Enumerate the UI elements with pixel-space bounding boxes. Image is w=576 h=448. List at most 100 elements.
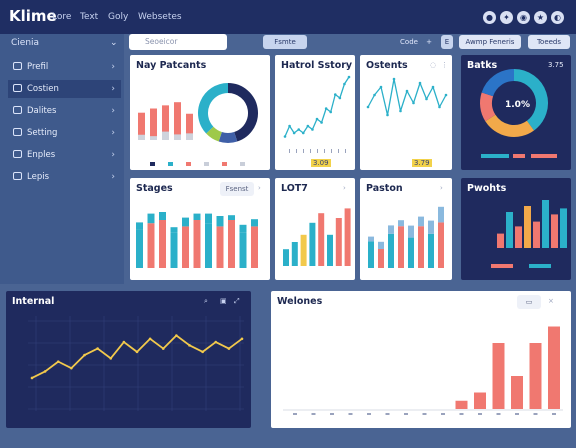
internal-line-point	[83, 353, 86, 357]
stages-bar	[136, 229, 143, 268]
pwohts-chart	[491, 200, 567, 268]
settings-icon[interactable]: ◌	[430, 61, 437, 69]
chevron-right-icon[interactable]: ›	[440, 184, 443, 192]
paston-bar	[388, 233, 394, 268]
nav-link-3[interactable]: Goly	[108, 12, 129, 22]
tick	[303, 149, 304, 153]
sidebar-item-1[interactable]: Costien ›	[8, 80, 121, 98]
hatrol-line-point	[329, 110, 333, 114]
notification-icon[interactable]: ●	[483, 11, 496, 24]
tick	[296, 149, 297, 153]
stages-bar	[193, 220, 201, 268]
stages-bar-top	[239, 224, 247, 233]
sidebar-item-2[interactable]: Dalites ›	[8, 102, 121, 120]
paston-bar	[418, 226, 424, 268]
brand-logo[interactable]: Klime	[9, 7, 57, 25]
tick	[552, 413, 556, 415]
card-paston: Paston ›	[360, 178, 452, 280]
gear-icon[interactable]: ✦	[500, 11, 513, 24]
tick	[338, 149, 339, 153]
stages-bar	[216, 226, 224, 268]
card-batks: Batks 3.75 1.0%	[461, 55, 571, 170]
internal-line-point	[188, 344, 191, 347]
nav-link-2[interactable]: Text	[80, 12, 99, 22]
nav-link-4[interactable]: Websetes	[138, 12, 182, 22]
legend-swatch	[168, 162, 173, 166]
nay-donut-slice	[206, 126, 223, 142]
ostents-line-point	[418, 81, 422, 85]
welones-menu[interactable]: ▭	[517, 295, 541, 309]
sidebar-item-5[interactable]: Lepis ›	[8, 168, 121, 186]
ostents-line-point	[386, 113, 389, 117]
tick	[311, 413, 316, 415]
stages-bar	[159, 220, 166, 268]
tools-button[interactable]: Toeeds	[528, 35, 570, 49]
nay-donut-slice	[218, 131, 238, 143]
card-stages: Stages Fsenst ›	[130, 178, 270, 280]
card-title: Batks	[467, 60, 498, 71]
paston-bar-top	[438, 206, 444, 223]
close-icon[interactable]: ×	[548, 297, 554, 305]
more-icon[interactable]: ⋮	[441, 61, 448, 69]
user-icon[interactable]: ◐	[551, 11, 564, 24]
filter-button[interactable]: Fsmte	[263, 35, 307, 49]
chevron-down-icon[interactable]: ⌄	[110, 38, 118, 48]
expand-icon[interactable]: ⤢	[234, 297, 240, 305]
card-ostents: Ostents ◌ ⋮ 3.79	[360, 55, 452, 170]
card-title: Ostents	[366, 60, 408, 71]
stages-button[interactable]: Fsenst	[220, 182, 254, 196]
sidebar-heading[interactable]: Cienia	[11, 38, 40, 48]
nav-link-1[interactable]: Lore	[52, 12, 72, 22]
sidebar-item-0[interactable]: Prefil ›	[8, 58, 121, 76]
nay-bar	[174, 102, 181, 140]
add-button[interactable]: +	[426, 38, 432, 46]
legend-swatch	[204, 162, 209, 166]
stages-bar-top	[251, 219, 258, 227]
card-nay-patcants: Nay Patcants	[130, 55, 270, 170]
star-icon[interactable]: ★	[534, 11, 547, 24]
image-icon[interactable]: ▣	[220, 297, 227, 305]
chevron-right-icon[interactable]: ›	[258, 184, 261, 192]
card-title: Nay Patcants	[136, 60, 207, 71]
batks-legend	[531, 154, 557, 158]
hatrol-line-point	[347, 75, 351, 79]
hatrol-line-point	[343, 82, 346, 86]
lot-bar	[327, 234, 333, 266]
search-icon[interactable]: ⌕	[204, 297, 208, 305]
nay-chart	[138, 83, 258, 166]
range-select[interactable]: Awmp Feneris	[459, 35, 521, 49]
hatrol-line-point	[288, 124, 291, 128]
search-input[interactable]: Seoeicor	[129, 34, 227, 50]
stages-bar-top	[159, 212, 166, 220]
nay-bar	[186, 113, 193, 140]
nay-bar-top	[138, 134, 145, 140]
sidebar-item-4[interactable]: Enples ›	[8, 146, 121, 164]
welones-bar	[492, 343, 505, 409]
internal-line-point	[109, 357, 113, 360]
sidebar: Cienia ⌄ Prefil › Costien › Dalites › Setting ›…	[0, 34, 124, 284]
nay-bar-top	[174, 134, 181, 140]
hatrol-line-point	[333, 93, 337, 96]
chevron-right-icon[interactable]: ›	[343, 184, 346, 192]
ostents-line-point	[438, 105, 441, 109]
nay-donut-slice	[227, 83, 258, 142]
more-icon[interactable]: ⋮	[343, 61, 350, 69]
pwohts-bar	[533, 221, 540, 248]
e-button[interactable]: E	[441, 35, 453, 49]
card-pwohts: Pwohts	[461, 178, 571, 280]
nay-bar-top	[150, 136, 157, 140]
hatrol-line-point	[315, 117, 319, 121]
chat-icon[interactable]: ◉	[517, 11, 530, 24]
sidebar-item-3[interactable]: Setting ›	[8, 124, 121, 142]
tick	[293, 413, 297, 415]
paston-bar	[368, 241, 374, 268]
internal-line-point	[135, 350, 139, 354]
paston-bar-top	[408, 225, 414, 238]
welones-bar	[455, 400, 468, 409]
paston-bar-top	[428, 220, 434, 234]
hatrol-chart	[283, 75, 351, 153]
hatrol-line	[284, 76, 350, 137]
hatrol-line-point	[283, 135, 287, 138]
paston-bar	[438, 222, 444, 268]
card-internal: Internal ⌕ ▣ ⤢	[6, 291, 251, 428]
